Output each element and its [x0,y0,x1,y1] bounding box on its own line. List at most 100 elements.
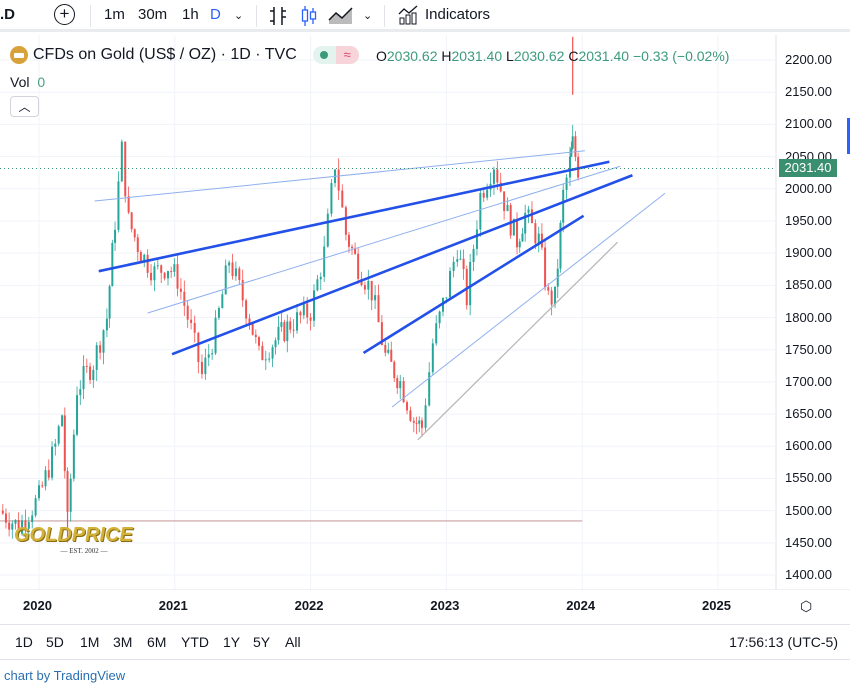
candle-body [459,258,462,260]
candle-body [445,297,448,299]
candle-body [568,156,571,178]
candle-body [330,183,333,214]
interval-1h[interactable]: 1h [182,6,199,23]
price-axis-label: 1500.00 [785,502,832,518]
time-axis-label: 2025 [702,598,731,613]
symbol-search[interactable]: .D [0,6,15,23]
candle-body [105,318,108,331]
candle-body [499,182,502,192]
price-axis-label: 1600.00 [785,438,832,454]
candle-body [254,334,257,338]
candle-body [200,361,203,375]
range-button-5d[interactable]: 5D [46,634,64,650]
interval-d[interactable]: D [210,6,221,23]
interval-1m[interactable]: 1m [104,6,125,23]
watermark-brand: GOLDPRICE [14,524,133,546]
candle-body [31,515,34,523]
range-button-1d[interactable]: 1D [15,634,33,650]
candle-body [559,222,562,269]
bottom-toolbar: 1D 5D 1M 3M 6M YTD 1Y 5Y All 17:56:13 (UTC-5) [0,624,850,660]
change-value: −0.33 (−0.02%) [632,48,730,64]
area-chart-icon[interactable] [328,6,354,26]
range-button-ytd[interactable]: YTD [181,634,209,650]
candle-body [496,169,499,183]
candle-body [211,353,214,355]
candle-body [574,136,577,157]
candle-body [238,268,241,281]
candle-body [47,470,50,478]
high-label: H [441,48,452,64]
compare-add-icon[interactable]: + [54,4,75,25]
interval-30m[interactable]: 30m [138,6,168,23]
range-button-3m[interactable]: 3M [113,634,133,650]
symbol-title: CFDs on Gold (US$ / OZ) · 1D · TVC [33,46,297,63]
candle-body [469,261,472,306]
candle-body [534,223,537,244]
candle-body [4,513,7,523]
collapse-legend-button[interactable]: ︿ [10,96,39,117]
indicators-icon[interactable] [398,5,420,25]
range-button-1m[interactable]: 1M [80,634,100,650]
candle-body [54,443,57,447]
range-button-5y[interactable]: 5Y [253,634,271,650]
scroll-indicator[interactable] [847,118,850,154]
candle-body [393,361,396,379]
candle-body [72,434,75,479]
settings-hexagon-icon[interactable]: ⬡ [800,598,813,614]
candle-body [562,189,565,223]
candle-body [289,321,292,330]
candle-body [163,272,166,279]
candle-body [44,470,47,487]
candle-body [452,261,455,271]
candle-body [516,218,519,248]
time-axis-label: 2020 [23,598,52,613]
candle-body [146,254,149,273]
chevron-down-icon[interactable]: ⌄ [363,10,373,22]
candle-body [323,246,326,277]
trendline [94,150,585,202]
range-button-6m[interactable]: 6M [147,634,167,650]
candle-body [530,209,533,224]
chevron-down-icon[interactable]: ⌄ [234,10,244,22]
low-label: L [506,48,514,64]
candle-body [344,207,347,235]
range-button-1y[interactable]: 1Y [223,634,241,650]
candle-body [271,347,274,359]
candle-body [76,395,79,435]
candle-body [512,218,515,236]
range-button-all[interactable]: All [285,634,301,650]
candle-body [167,271,170,279]
candle-body [277,326,280,341]
volume-label: Vol [10,74,30,90]
candle-body [179,288,182,292]
candle-body [92,369,95,380]
candle-body [486,189,489,198]
candles-icon[interactable] [300,5,318,27]
candle-body [554,286,557,305]
candle-body [412,420,415,423]
bar-chart-icon[interactable] [268,5,288,27]
candle-body [384,344,387,353]
price-axis-label: 1950.00 [785,212,832,228]
candle-body [176,264,179,289]
clock-timezone[interactable]: 17:56:13 (UTC-5) [729,634,838,650]
tradingview-attribution-link[interactable]: chart by TradingView [4,668,126,683]
market-status-badge[interactable]: ≈ [312,46,359,64]
candle-body [309,317,312,321]
candle-body [160,265,163,273]
open-label: O [376,48,387,64]
candle-body [424,405,427,428]
candle-body [186,305,189,320]
price-chart[interactable] [0,35,850,590]
candle-body [89,366,92,380]
indicators-button[interactable]: Indicators [425,6,491,23]
candle-body [57,426,60,444]
candle-body [82,365,85,390]
candle-body [357,253,360,279]
price-axis-label: 2100.00 [785,116,832,132]
candle-body [173,264,176,272]
candle-body [299,312,302,316]
candle-body [85,365,88,367]
candle-body [482,192,485,198]
price-axis-label: 1750.00 [785,341,832,357]
